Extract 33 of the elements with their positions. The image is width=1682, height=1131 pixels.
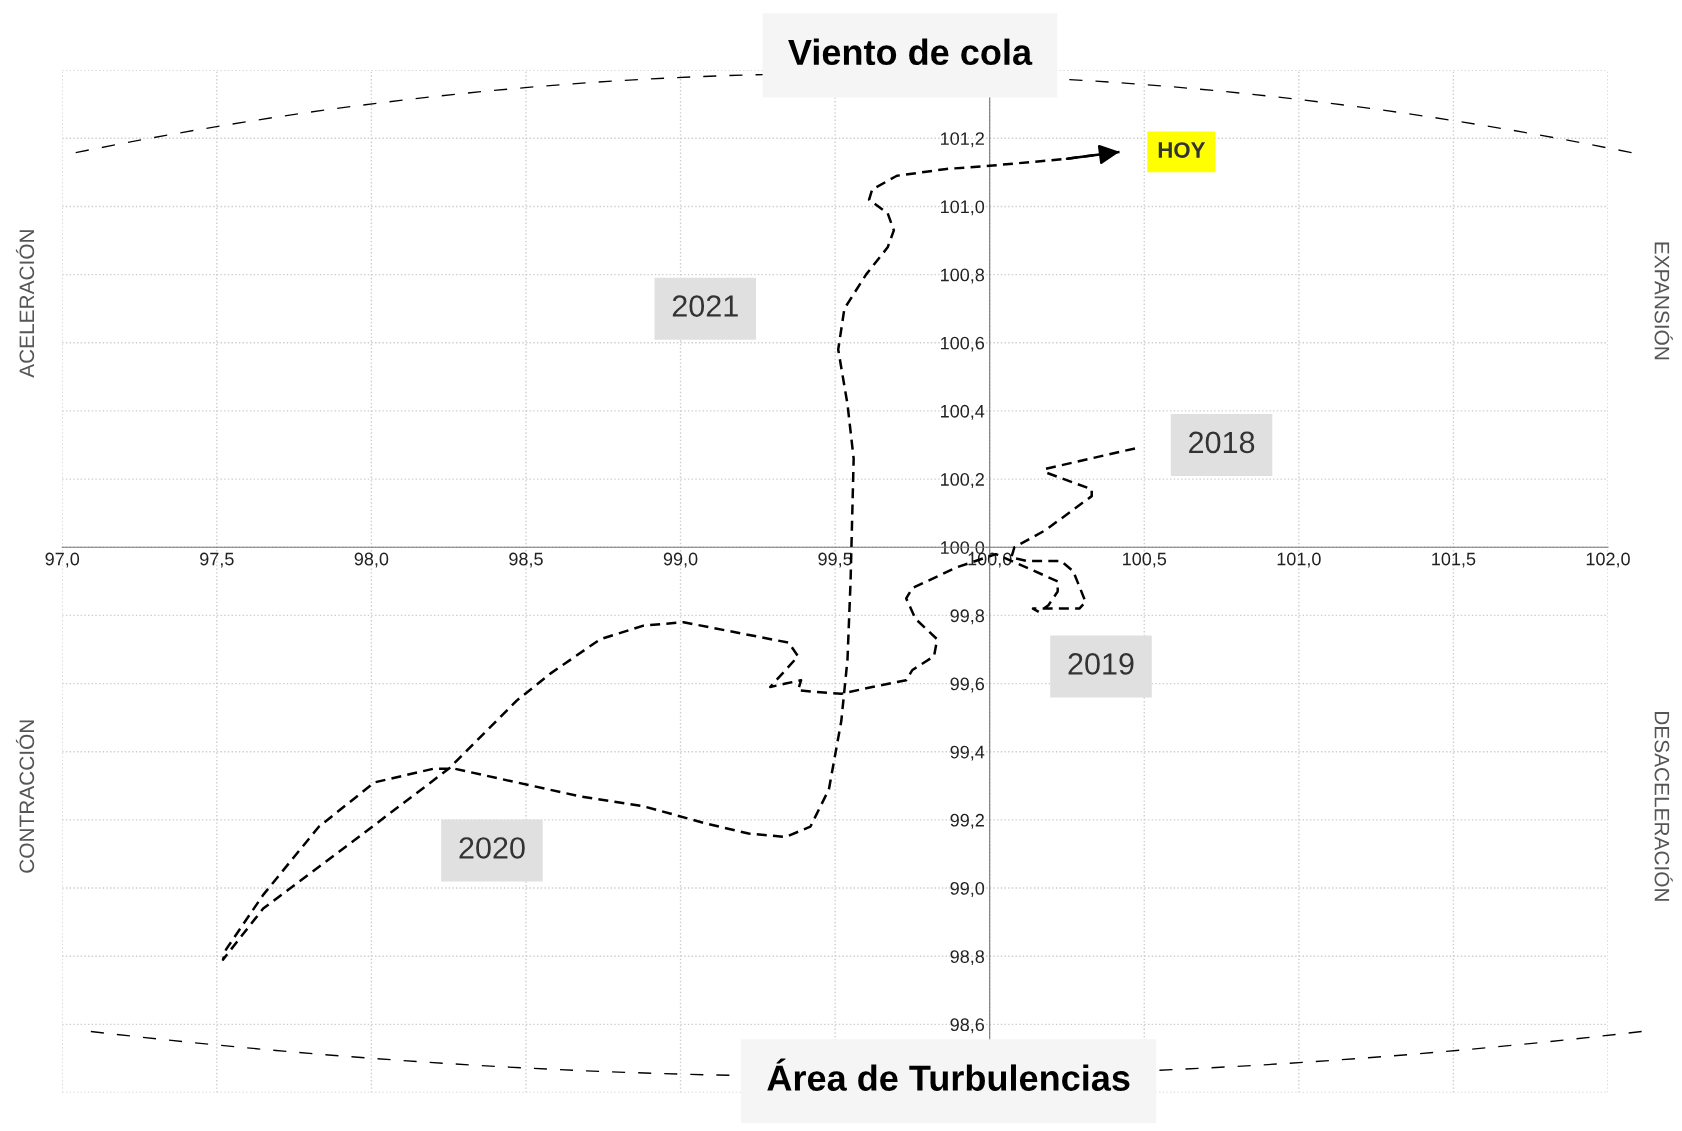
text: CONTRACCIÓN bbox=[15, 720, 35, 873]
chart-title: Viento de cola bbox=[788, 38, 1033, 66]
x-tick-label: 99,0 bbox=[663, 552, 698, 568]
text: ACELERACIÓN bbox=[15, 230, 35, 378]
x-tick-label: 98,0 bbox=[354, 552, 389, 568]
y-tick-label: 99,2 bbox=[950, 813, 984, 829]
annotation: HOY bbox=[1158, 142, 1206, 158]
y-tick-label: 98,6 bbox=[950, 1018, 985, 1034]
x-tick-label: 97,5 bbox=[200, 552, 234, 568]
x-tick-label: 101,5 bbox=[1432, 552, 1476, 568]
x-tick-label: 101,0 bbox=[1277, 552, 1321, 568]
annotation: 2019 bbox=[1068, 653, 1134, 675]
y-tick-label: 99,8 bbox=[950, 609, 985, 625]
x-tick-label: 97,0 bbox=[45, 552, 80, 568]
annotation: 2018 bbox=[1189, 431, 1255, 454]
y-tick-label: 98,8 bbox=[950, 950, 985, 966]
y-tick-label: 100,8 bbox=[941, 268, 985, 284]
x-tick-label: 100,5 bbox=[1123, 552, 1167, 568]
x-tick-label: 102,0 bbox=[1586, 552, 1630, 568]
annotation: Área de Turbulencias bbox=[767, 1058, 1130, 1091]
y-tick-label: 100,4 bbox=[941, 404, 985, 420]
y-tick-label: 99,6 bbox=[950, 677, 985, 693]
y-tick-label: 101,0 bbox=[941, 200, 985, 216]
y-tick-label: 100,6 bbox=[941, 336, 985, 352]
y-tick-label: 99,0 bbox=[950, 882, 985, 897]
text: EXPANSIÓN bbox=[1654, 242, 1673, 360]
annotation: 2020 bbox=[459, 837, 525, 859]
y-tick-label: 100,2 bbox=[941, 473, 984, 488]
x-tick-label: 98,5 bbox=[509, 552, 543, 568]
text: DESACELERACIÓN bbox=[1654, 712, 1673, 901]
annotation: 2021 bbox=[672, 295, 738, 317]
y-tick-label: 101,2 bbox=[941, 132, 984, 148]
y-tick-label: 99,4 bbox=[950, 745, 985, 761]
